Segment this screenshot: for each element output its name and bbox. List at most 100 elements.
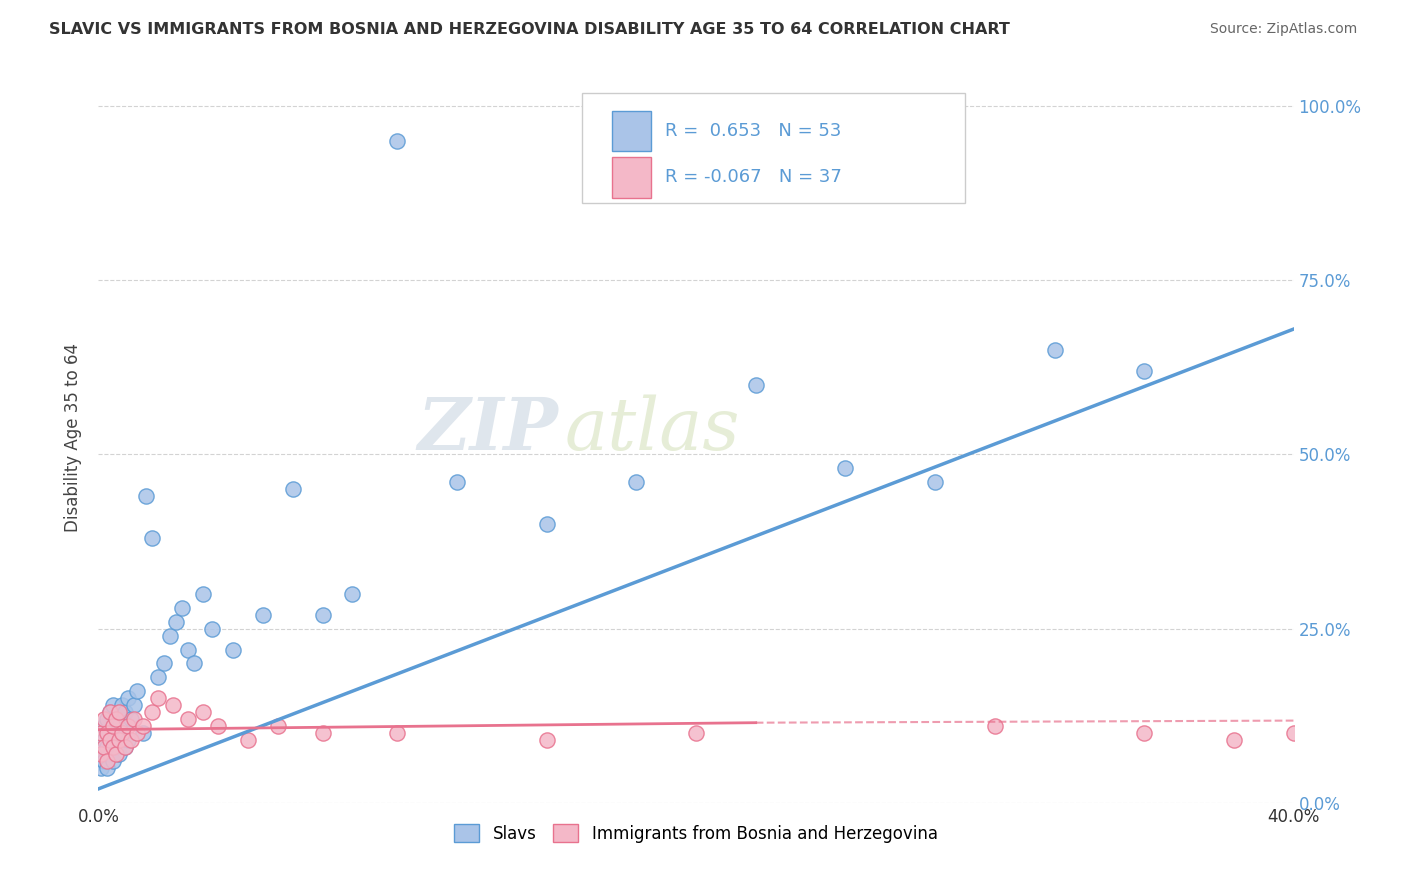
Point (96, 754, 118, 768)
Point (98, 705, 122, 719)
Point (96, 740, 118, 755)
Text: SLAVIC VS IMMIGRANTS FROM BOSNIA AND HERZEGOVINA DISABILITY AGE 35 TO 64 CORRELA: SLAVIC VS IMMIGRANTS FROM BOSNIA AND HER… (49, 22, 1010, 37)
Point (111, 726, 134, 740)
Point (114, 705, 136, 719)
Point (536, 733, 558, 747)
Point (93, 719, 115, 733)
Point (148, 670, 170, 684)
Point (90, 761, 112, 775)
Point (165, 615, 187, 629)
Y-axis label: Disability Age 35 to 64: Disability Age 35 to 64 (65, 343, 83, 532)
Point (96, 726, 118, 740)
Point (385, 726, 409, 740)
Point (311, 726, 333, 740)
Point (127, 684, 149, 698)
Point (385, 134, 409, 148)
FancyBboxPatch shape (613, 112, 651, 152)
Point (111, 698, 134, 713)
Point (834, 461, 856, 475)
Point (132, 726, 155, 740)
Point (267, 719, 290, 733)
Point (281, 483, 304, 497)
Legend: Slavs, Immigrants from Bosnia and Herzegovina: Slavs, Immigrants from Bosnia and Herzeg… (447, 818, 945, 849)
Point (685, 726, 707, 740)
Text: R =  0.653   N = 53: R = 0.653 N = 53 (665, 122, 841, 140)
Point (103, 733, 125, 747)
Point (90, 726, 112, 740)
Point (148, 691, 170, 706)
Point (207, 719, 229, 733)
Point (342, 587, 364, 601)
Point (103, 719, 125, 733)
FancyBboxPatch shape (613, 157, 651, 197)
Point (1223, 733, 1246, 747)
Point (98, 747, 122, 761)
Point (127, 726, 149, 740)
Point (103, 698, 125, 713)
Point (105, 740, 128, 755)
Point (96, 761, 118, 775)
Point (98, 726, 122, 740)
FancyBboxPatch shape (582, 94, 965, 203)
Point (114, 740, 136, 755)
Point (108, 719, 131, 733)
Point (120, 733, 142, 747)
Point (93, 712, 115, 726)
Point (93, 740, 115, 755)
Point (141, 705, 163, 719)
Point (111, 726, 134, 740)
Point (159, 629, 181, 643)
Point (252, 607, 274, 622)
Point (96, 712, 118, 726)
Point (114, 740, 136, 755)
Point (135, 489, 157, 503)
Point (446, 475, 468, 490)
Point (1133, 726, 1156, 740)
Point (984, 719, 1007, 733)
Point (626, 475, 648, 490)
Point (1043, 343, 1066, 357)
Point (90, 747, 112, 761)
Point (311, 607, 333, 622)
Point (120, 712, 142, 726)
Point (153, 657, 176, 671)
Point (124, 698, 146, 713)
Point (108, 747, 131, 761)
Text: Source: ZipAtlas.com: Source: ZipAtlas.com (1209, 22, 1357, 37)
Point (105, 712, 128, 726)
Point (191, 705, 214, 719)
Point (103, 754, 125, 768)
Point (132, 719, 155, 733)
Point (108, 733, 131, 747)
Point (108, 705, 131, 719)
Point (924, 475, 946, 490)
Point (222, 642, 245, 657)
Point (536, 517, 558, 532)
Point (745, 377, 768, 392)
Point (117, 691, 139, 706)
Point (162, 698, 184, 713)
Point (177, 712, 200, 726)
Point (201, 622, 224, 636)
Text: R = -0.067   N = 37: R = -0.067 N = 37 (665, 169, 842, 186)
Point (1133, 364, 1156, 378)
Text: atlas: atlas (565, 394, 740, 465)
Point (90, 747, 112, 761)
Point (117, 733, 139, 747)
Point (98, 705, 122, 719)
Point (93, 754, 115, 768)
Point (1282, 726, 1305, 740)
Point (105, 747, 128, 761)
Point (183, 657, 205, 671)
Point (141, 531, 163, 545)
Point (103, 740, 125, 755)
Point (124, 712, 146, 726)
Point (191, 587, 214, 601)
Point (105, 712, 128, 726)
Text: ZIP: ZIP (418, 394, 558, 466)
Point (93, 733, 115, 747)
Point (117, 719, 139, 733)
Point (177, 642, 200, 657)
Point (236, 733, 259, 747)
Point (172, 600, 194, 615)
